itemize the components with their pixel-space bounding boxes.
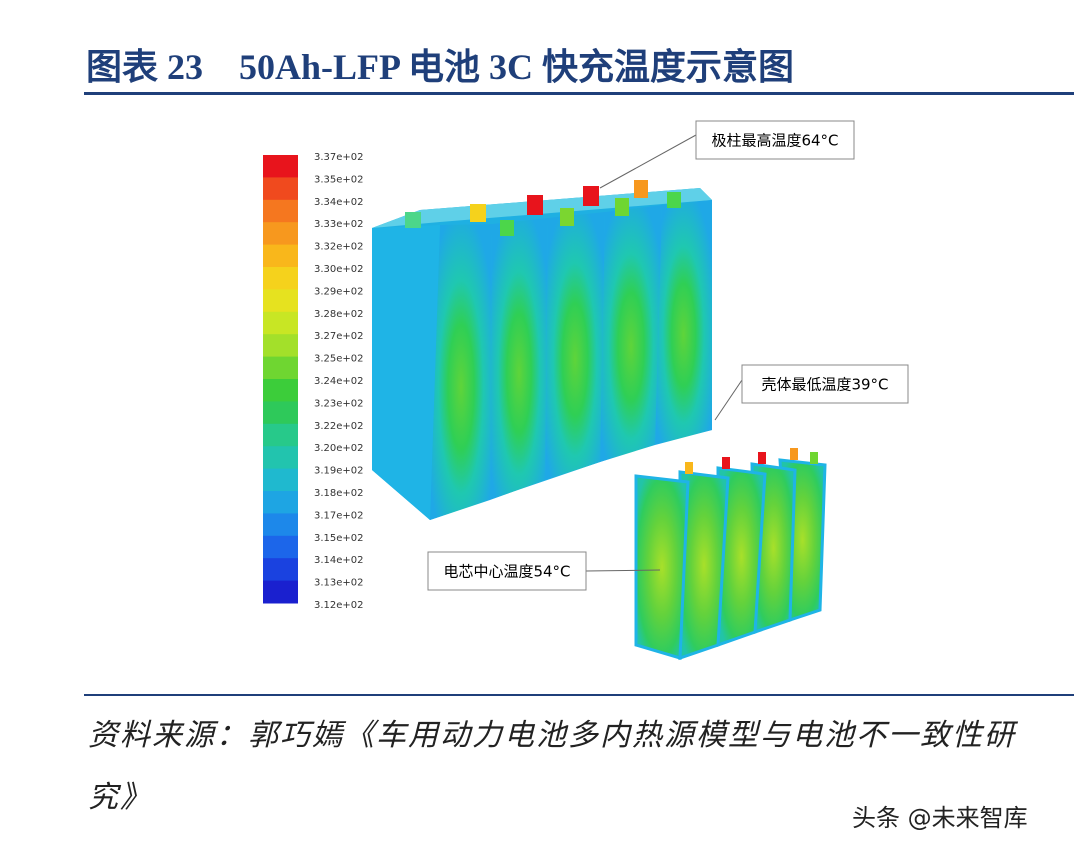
bottom-rule <box>84 694 1074 696</box>
color-band <box>263 468 298 492</box>
color-band <box>263 356 298 380</box>
callout-box <box>427 551 587 591</box>
color-band <box>263 379 298 402</box>
annotation: 电芯中心温度54°C <box>443 563 570 581</box>
top-rule <box>84 92 1074 95</box>
terminals <box>405 180 681 236</box>
callouts: 极柱最高温度64°C 壳体最低温度39°C 电芯中心温度54°C <box>427 120 909 591</box>
annotation: 极柱最高温度64°C <box>711 132 838 150</box>
leader-line <box>714 379 743 421</box>
color-band <box>263 401 298 425</box>
color-band <box>263 311 298 335</box>
colorbar-label: 3.24e+02 <box>314 376 364 387</box>
colorbar-label: 3.12e+02 <box>314 600 364 611</box>
colorbar-label: 3.27e+02 <box>314 331 364 342</box>
leader-line <box>585 569 661 572</box>
color-band <box>263 334 298 358</box>
color-band <box>263 155 298 178</box>
color-band <box>263 423 298 447</box>
watermark: 头条 @未来智库 <box>852 804 1028 832</box>
colorbar-label: 3.17e+02 <box>314 510 364 521</box>
color-band <box>263 513 298 537</box>
source-note: 资料来源：郭巧嫣《车用动力电池多内热源模型与电池不一致性研究》 <box>88 719 1016 814</box>
colorbar-label: 3.15e+02 <box>314 533 364 544</box>
color-band <box>263 177 298 201</box>
annotation: 壳体最低温度39°C <box>761 376 888 394</box>
color-band <box>263 267 298 290</box>
colorbar-label: 3.18e+02 <box>314 488 364 499</box>
color-band <box>263 289 298 313</box>
colorbar-label: 3.33e+02 <box>314 219 364 230</box>
leader-line <box>599 134 697 189</box>
colorbar-label: 3.37e+02 <box>314 152 364 163</box>
callout-box <box>695 120 855 160</box>
figure-title: 图表 23 50Ah-LFP 电池 3C 快充温度示意图 <box>86 47 795 87</box>
colorbar-label: 3.14e+02 <box>314 555 364 566</box>
color-band <box>263 222 298 246</box>
colorbar-label: 3.35e+02 <box>314 174 364 185</box>
exploded-cells <box>634 448 827 661</box>
colorbar-label: 3.29e+02 <box>314 286 364 297</box>
color-band <box>263 558 298 582</box>
colorbar-label: 3.34e+02 <box>314 197 364 208</box>
color-band <box>263 199 298 223</box>
colorbar-label: 3.25e+02 <box>314 354 364 365</box>
colorbar-label: 3.28e+02 <box>314 309 364 320</box>
color-band <box>263 491 298 514</box>
colorbar: 3.37e+02 3.35e+02 3.34e+02 3.33e+02 3.32e+02… <box>263 152 364 611</box>
cells <box>372 200 712 520</box>
battery-pack <box>372 180 712 520</box>
callout-box <box>741 364 909 404</box>
color-band <box>263 244 298 268</box>
colorbar-label: 3.30e+02 <box>314 264 364 275</box>
colorbar-label: 3.13e+02 <box>314 578 364 589</box>
colorbar-label: 3.22e+02 <box>314 421 364 432</box>
colorbar-label: 3.20e+02 <box>314 443 364 454</box>
colorbar-label: 3.23e+02 <box>314 398 364 409</box>
colorbar-label: 3.32e+02 <box>314 242 364 253</box>
colorbar-label: 3.19e+02 <box>314 466 364 477</box>
color-band <box>263 535 298 559</box>
color-band <box>263 446 298 470</box>
color-band <box>263 580 298 604</box>
